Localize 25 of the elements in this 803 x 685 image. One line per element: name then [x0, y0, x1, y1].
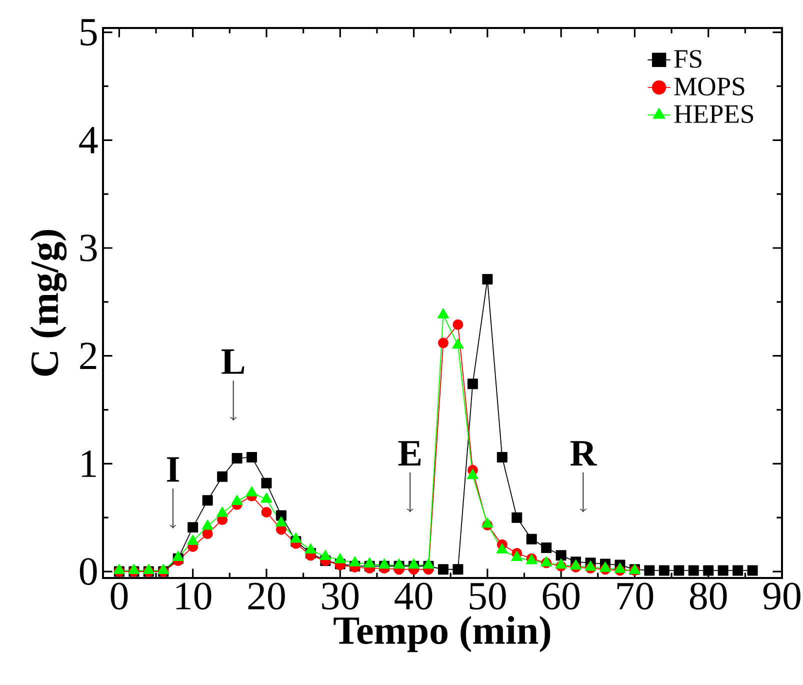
- legend-label: FS: [674, 50, 702, 68]
- x-tick-label: 50: [470, 582, 506, 610]
- x-axis-title: Tempo (min): [334, 616, 550, 652]
- x-tick-label: 0: [110, 582, 128, 610]
- x-tick-label: 30: [322, 582, 359, 610]
- y-axis-title: C (mg/g): [30, 230, 67, 376]
- annotation: L: [222, 349, 244, 374]
- y-tick-label: 5: [80, 19, 97, 46]
- legend-label: HEPES: [674, 105, 754, 124]
- x-tick-label: 70: [617, 582, 654, 610]
- x-tick-label: 60: [542, 582, 580, 610]
- y-tick-label: 0: [80, 558, 97, 585]
- x-tick-label: 90: [763, 582, 800, 610]
- y-tick-label: 1: [82, 450, 96, 477]
- y-tick-label: 4: [79, 127, 98, 154]
- annotation: R: [570, 441, 597, 466]
- y-tick-label: 2: [80, 342, 96, 370]
- x-tick-label: 10: [176, 582, 212, 610]
- y-tick-label: 3: [80, 234, 97, 262]
- x-tick-label: 40: [394, 582, 432, 610]
- annotation: I: [166, 457, 179, 482]
- annotation: E: [398, 441, 421, 466]
- x-tick-label: 20: [248, 582, 285, 610]
- legend-label: MOPS: [674, 78, 744, 96]
- x-tick-label: 80: [690, 582, 727, 610]
